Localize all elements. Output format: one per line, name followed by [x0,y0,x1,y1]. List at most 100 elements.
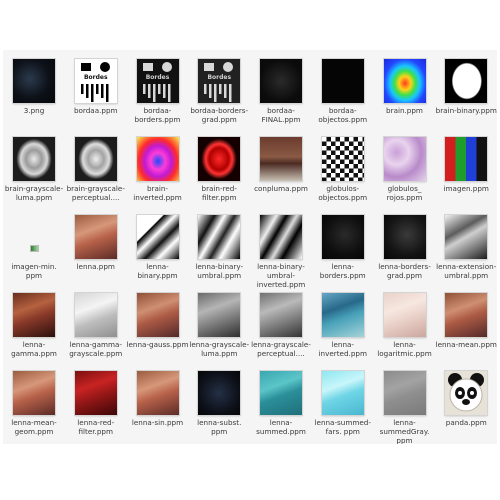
thumbnail-image [260,59,302,103]
file-name: brain-binary.ppm [435,106,497,115]
file-thumbnail [198,215,241,259]
file-item[interactable]: imagen-min. ppm [3,210,65,288]
file-item[interactable]: lenna-gamma.ppm [3,288,65,366]
file-thumbnail [321,137,364,181]
file-item[interactable]: globulos-objectos.ppm [312,132,374,210]
bordes-bar [147,84,150,98]
file-item[interactable]: 3.png [3,54,65,132]
file-name: lenna-grayscale-perceptual.... [251,340,311,358]
file-item[interactable]: brain-grayscale-luma.ppm [3,132,65,210]
bordes-bar [100,84,104,98]
bordes-overlay [198,59,241,103]
file-item[interactable]: lenna-summed.ppm [250,366,312,444]
file-name: lenna-summedGray. ppm [379,418,430,444]
file-item[interactable]: lenna-red-filter.ppm [65,366,127,444]
file-name: lenna-borders-grad.ppm [378,262,431,280]
file-thumbnail [445,137,488,181]
bordes-bar [229,84,232,102]
panda-head [449,378,483,412]
file-thumbnail [260,59,302,103]
file-thumbnail [445,371,488,415]
bordes-bar [85,84,89,98]
file-item[interactable]: lenna-gamma-grayscale.ppm [65,288,127,366]
file-item[interactable]: lenna-summedGray. ppm [374,366,436,444]
file-thumbnail [321,371,364,415]
file-item[interactable]: lenna-binary.ppm [127,210,189,288]
thumbnail-image [383,59,426,103]
file-item[interactable]: lenna-inverted.ppm [312,288,374,366]
file-item[interactable]: brain-grayscale-perceptual.... [65,132,127,210]
bordes-bar [80,84,84,94]
file-name: bordaa.ppm [73,106,118,115]
thumbnail-image [260,293,302,337]
file-item[interactable]: lenna-borders.ppm [312,210,374,288]
bordes-bar [90,84,94,102]
thumbnail-image [383,293,426,337]
file-item[interactable]: brain-binary.ppm [435,54,497,132]
bordes-block [142,63,153,71]
file-item[interactable]: lenna-grayscale-perceptual.... [250,288,312,366]
file-name: panda.ppm [445,418,487,427]
file-item[interactable]: lenna-grayscale-luma.ppm [188,288,250,366]
thumbnail-image [136,371,179,415]
file-thumbnail [383,293,426,337]
file-thumbnail [383,371,426,415]
bordes-shapes [80,62,110,102]
bordes-shapes [142,62,172,102]
thumbnail-image [13,59,55,103]
file-item[interactable]: globulos_ rojos.ppm [374,132,436,210]
file-thumbnail [383,59,426,103]
file-thumbnail [13,59,55,103]
file-item[interactable]: brain.ppm [374,54,436,132]
file-name: bordaa-objectos.ppm [318,106,368,124]
file-item[interactable]: lenna-borders-grad.ppm [374,210,436,288]
file-thumbnail [74,215,117,259]
file-item[interactable]: Bordes bordaa-borders.ppm [127,54,189,132]
file-name: lenna-gamma-grayscale.ppm [69,340,123,358]
file-item[interactable]: bordaa-objectos.ppm [312,54,374,132]
file-item[interactable]: conpluma.ppm [250,132,312,210]
thumbnail-image [383,371,426,415]
file-name: lenna-summed.ppm [256,418,306,436]
file-item[interactable]: lenna-mean-geom.ppm [3,366,65,444]
file-item[interactable]: brain-inverted.ppm [127,132,189,210]
file-item[interactable]: lenna.ppm [65,210,127,288]
file-item[interactable]: lenna-summed-fars. ppm [312,366,374,444]
file-item[interactable]: lenna-logaritmic.ppm [374,288,436,366]
file-item[interactable]: brain-red-filter.ppm [188,132,250,210]
bordes-bar [162,84,165,98]
thumbnail-image [321,293,364,337]
file-name: lenna-inverted.ppm [318,340,367,358]
file-thumbnail [74,371,117,415]
file-item[interactable]: lenna-gauss.ppm [127,288,189,366]
file-item[interactable]: imagen.ppm [435,132,497,210]
file-name: imagen.ppm [443,184,489,193]
file-name: lenna-binary.ppm [137,262,178,280]
thumbnail-image [198,215,241,259]
file-thumbnail [383,137,426,181]
file-name: lenna.ppm [76,262,115,271]
thumbnail-image [74,215,117,259]
file-thumbnail: Bordes [198,59,241,103]
file-name: lenna-summed-fars. ppm [314,418,371,436]
file-thumbnail [260,371,302,415]
file-item[interactable]: Bordes bordaa.ppm [65,54,127,132]
thumbnail-image [198,137,241,181]
file-item[interactable]: lenna-mean.ppm [435,288,497,366]
file-thumbnail [198,371,241,415]
file-item[interactable]: Bordes bordaa-borders-grad.ppm [188,54,250,132]
file-item[interactable]: lenna-binary-umbral-inverted.ppm [250,210,312,289]
file-item[interactable]: panda.ppm [435,366,497,444]
file-name: lenna-gamma.ppm [11,340,57,358]
file-item[interactable]: lenna-subst. ppm [188,366,250,444]
file-item[interactable]: lenna-sin.ppm [127,366,189,444]
file-name: lenna-gauss.ppm [126,340,189,349]
file-name: brain-red-filter.ppm [201,184,237,202]
file-thumbnail [321,59,364,103]
file-item[interactable]: lenna-extension-umbral.ppm [435,210,497,288]
file-thumbnail [321,215,364,259]
file-item[interactable]: bordaa-FINAL.ppm [250,54,312,132]
file-name: globulos-objectos.ppm [318,184,368,202]
file-thumbnail [321,293,364,337]
file-item[interactable]: lenna-binary-umbral.ppm [188,210,250,288]
